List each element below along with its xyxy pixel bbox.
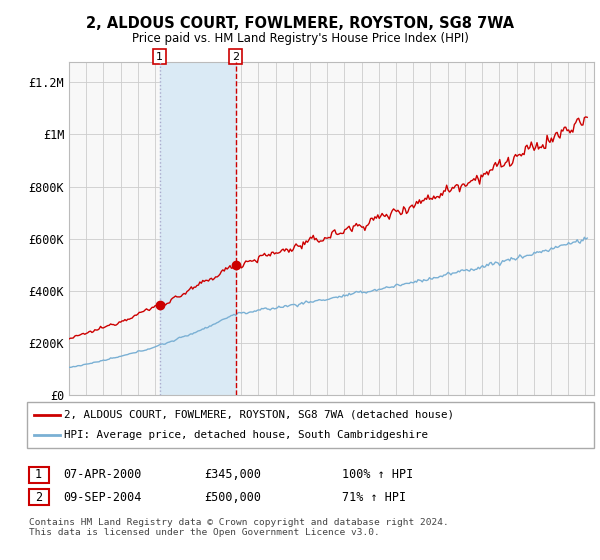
Text: 2, ALDOUS COURT, FOWLMERE, ROYSTON, SG8 7WA: 2, ALDOUS COURT, FOWLMERE, ROYSTON, SG8 …	[86, 16, 514, 31]
Text: HPI: Average price, detached house, South Cambridgeshire: HPI: Average price, detached house, Sout…	[64, 430, 428, 440]
Text: 71% ↑ HPI: 71% ↑ HPI	[342, 491, 406, 504]
Text: 1: 1	[156, 52, 163, 62]
Text: Contains HM Land Registry data © Crown copyright and database right 2024.
This d: Contains HM Land Registry data © Crown c…	[29, 518, 449, 538]
Text: 2: 2	[232, 52, 239, 62]
Text: 100% ↑ HPI: 100% ↑ HPI	[342, 468, 413, 482]
Text: £500,000: £500,000	[204, 491, 261, 504]
Text: £345,000: £345,000	[204, 468, 261, 482]
Text: 1: 1	[35, 468, 42, 482]
Text: 09-SEP-2004: 09-SEP-2004	[63, 491, 142, 504]
Text: 2, ALDOUS COURT, FOWLMERE, ROYSTON, SG8 7WA (detached house): 2, ALDOUS COURT, FOWLMERE, ROYSTON, SG8 …	[64, 410, 454, 420]
Text: 07-APR-2000: 07-APR-2000	[63, 468, 142, 482]
Text: 2: 2	[35, 491, 42, 504]
Bar	[160, 62, 236, 395]
Text: Price paid vs. HM Land Registry's House Price Index (HPI): Price paid vs. HM Land Registry's House …	[131, 32, 469, 45]
